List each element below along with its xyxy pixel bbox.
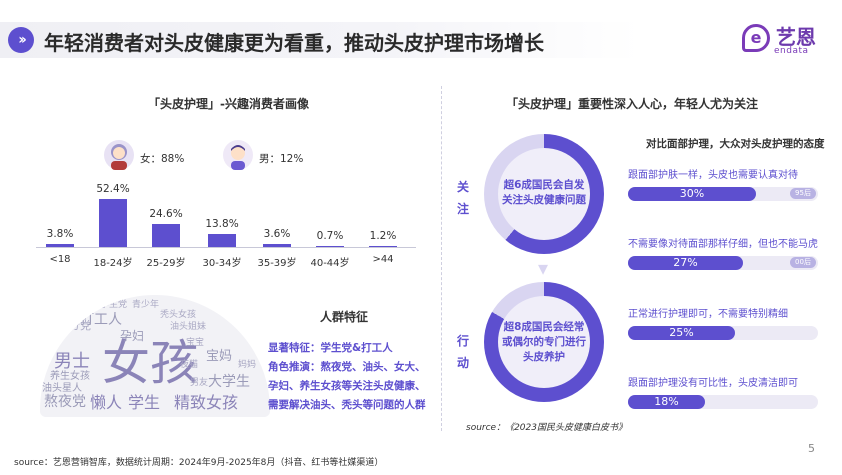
age-bar xyxy=(316,246,344,247)
trait-line: 孕妇、养生女孩等关注头皮健康、 xyxy=(268,380,426,392)
attitude-statement: 正常进行护理即可，不需要特别精细 xyxy=(628,309,788,320)
crowd-title: 人群特征 xyxy=(320,310,369,324)
age-bar xyxy=(46,243,74,247)
attitude-tag: 00后 xyxy=(790,257,816,268)
attention-ring-line1: 超6成国民会自发 xyxy=(503,179,585,191)
cloud-word: 男士 xyxy=(54,351,90,372)
action-ring: 超8成国民会经常 或偶尔的专门进行 头皮养护 xyxy=(484,282,604,402)
attention-label: 关注 xyxy=(457,180,470,216)
age-bar xyxy=(263,243,291,247)
trait-line: 显著特征：学生党&打工人 xyxy=(268,342,393,354)
age-category-label: 40-44岁 xyxy=(310,258,350,269)
cloud-word: 孕妇 xyxy=(120,329,145,343)
title-banner xyxy=(0,22,640,58)
cloud-word: 油头星人 xyxy=(42,383,82,394)
age-category-label: 18-24岁 xyxy=(93,258,133,269)
attitude-bar: 30% xyxy=(628,187,756,201)
age-bar xyxy=(208,234,236,247)
footer-source: source：艺恩营销智库，数据统计周期：2024年9月-2025年8月（抖音、… xyxy=(14,458,384,468)
age-value-label: 24.6% xyxy=(149,208,183,221)
page-number: 5 xyxy=(808,442,815,455)
right-section-title: 「头皮护理」重要性深入人心，年轻人尤为关注 xyxy=(506,97,759,111)
cloud-word: 青少年 xyxy=(132,300,160,310)
age-category-label: >44 xyxy=(372,254,394,265)
column-divider xyxy=(441,86,442,431)
logo-subtitle: endata xyxy=(774,46,809,56)
trait-line: 角色推演：熬夜党、油头、女大、 xyxy=(268,361,426,373)
logo-icon: e xyxy=(742,24,770,52)
attitude-title: 对比面部护理，大众对头皮护理的态度 xyxy=(646,138,825,150)
female-share: 女：88% xyxy=(140,153,185,165)
double-chevron-icon: ›› xyxy=(8,27,34,53)
age-bar xyxy=(152,224,180,247)
cloud-word: 油头姐妹 xyxy=(170,322,207,332)
attitude-statement: 不需要像对待面部那样仔细，但也不能马虎 xyxy=(628,239,818,250)
cloud-word: 精致女孩 xyxy=(174,393,239,412)
attitude-tag: 95后 xyxy=(790,188,816,199)
right-source: source：《2023国民头皮健康白皮书》 xyxy=(466,423,627,433)
age-value-label: 52.4% xyxy=(96,183,130,195)
attitude-statement: 跟面部护肤一样，头皮也需要认真对待 xyxy=(628,170,798,181)
attitude-bar: 27% xyxy=(628,256,743,270)
page-title: 年轻消费者对头皮健康更为看重，推动头皮护理市场增长 xyxy=(44,31,544,55)
age-value-label: 3.6% xyxy=(263,227,291,240)
age-bar xyxy=(99,199,127,247)
trait-line: 需要解决油头、秃头等问题的人群 xyxy=(268,399,426,411)
age-value-label: 0.7% xyxy=(316,230,344,242)
action-ring-line3: 头皮养护 xyxy=(523,351,565,363)
action-ring-inner xyxy=(498,296,590,388)
cloud-word: 女孩 xyxy=(102,335,199,391)
age-value-label: 1.2% xyxy=(369,229,397,242)
male-share: 男：12% xyxy=(259,153,304,165)
age-category-label: <18 xyxy=(49,254,71,265)
attention-ring: 超6成国民会自发 关注头皮健康问题 xyxy=(484,134,604,254)
attitude-bar: 18% xyxy=(628,395,705,409)
action-label: 行动 xyxy=(457,330,485,374)
male-avatar-icon xyxy=(223,140,253,170)
cloud-word: 打工人 xyxy=(80,312,122,328)
action-label-text: 行动 xyxy=(457,334,470,370)
cloud-word: 成分党 xyxy=(58,319,91,332)
cloud-word: 妈妈 xyxy=(238,360,257,370)
attitude-bar: 25% xyxy=(628,326,735,340)
cloud-word: 宝宝 xyxy=(186,338,205,348)
cloud-word: 懒人 xyxy=(90,393,123,412)
chevron-down-icon: ▾ xyxy=(537,256,549,280)
action-ring-line1: 超8成国民会经常 xyxy=(503,321,585,333)
action-ring-line2: 或偶尔的专门进行 xyxy=(502,336,586,348)
cloud-word: 养生女孩 xyxy=(50,371,90,382)
word-cloud: 女孩 男士 懒人 学生 熬夜党 精致女孩 打工人 孕妇 宝妈 大学生 养生女孩 … xyxy=(40,295,270,417)
chart-baseline xyxy=(36,247,416,248)
age-category-label: 25-29岁 xyxy=(146,258,186,269)
age-value-label: 3.8% xyxy=(46,227,74,240)
cloud-word: 学生 xyxy=(128,393,161,412)
attention-ring-line2: 关注头皮健康问题 xyxy=(502,194,586,206)
cloud-word: 学生党 xyxy=(100,300,128,310)
cloud-word: 秃头女孩 xyxy=(160,310,197,320)
female-avatar-icon xyxy=(104,140,134,170)
age-value-label: 13.8% xyxy=(205,218,239,231)
left-section-title: 「头皮护理」-兴趣消费者画像 xyxy=(148,97,309,111)
logo-name: 艺恩 xyxy=(776,25,816,49)
cloud-word: 男友 xyxy=(190,378,209,388)
cloud-word: 大学生 xyxy=(208,374,250,390)
cloud-word: 夜猫 xyxy=(180,360,199,370)
age-bar xyxy=(369,245,397,247)
age-category-label: 35-39岁 xyxy=(257,258,297,269)
attention-ring-inner xyxy=(498,148,590,240)
attitude-statement: 跟面部护理没有可比性，头皮清洁即可 xyxy=(628,378,798,389)
cloud-word: 宝妈 xyxy=(206,349,233,364)
cloud-word: 熬夜党 xyxy=(44,394,86,410)
age-category-label: 30-34岁 xyxy=(202,258,242,269)
